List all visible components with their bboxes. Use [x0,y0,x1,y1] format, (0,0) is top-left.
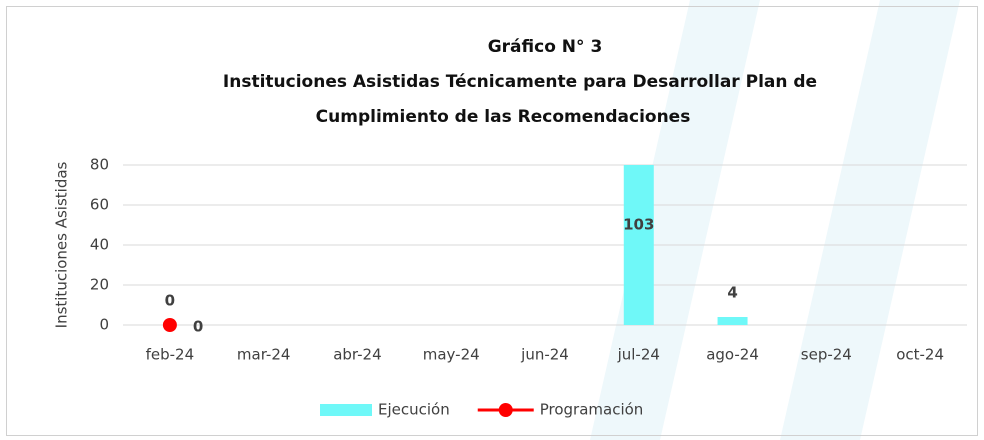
x-tick-label: ago-24 [706,346,759,364]
x-tick-label: oct-24 [896,346,944,364]
y-tick-label: 60 [90,196,109,214]
x-tick-label: jun-24 [520,346,569,364]
y-tick-label: 40 [90,236,109,254]
x-tick-label: feb-24 [146,346,195,364]
chart-title: Instituciones Asistidas Técnicamente par… [223,72,817,92]
x-tick-label: abr-24 [333,346,381,364]
x-tick-label: may-24 [423,346,480,364]
x-tick-label: mar-24 [237,346,291,364]
data-label: 0 [165,292,175,310]
data-label: 0 [193,318,203,336]
data-label: 4 [727,284,737,302]
bar [623,165,654,325]
y-tick-label: 80 [90,156,109,174]
legend-swatch [498,403,513,417]
x-tick-label: sep-24 [801,346,852,364]
chart-title: Cumplimiento de las Recomendaciones [316,107,691,127]
x-tick-label: jul-24 [617,346,660,364]
legend-label: Programación [540,401,644,419]
plot-area [623,165,748,325]
data-label: 103 [623,216,654,234]
legend-label: Ejecución [378,401,450,419]
y-axis-label: Instituciones Asistidas [53,161,71,328]
background-shape [780,0,960,440]
point [162,318,177,332]
y-tick-label: 20 [90,276,109,294]
chart-border [6,6,978,436]
bar [717,317,748,325]
y-tick-label: 0 [99,316,109,334]
background-shape [590,0,760,440]
chart-title: Gráfico N° 3 [488,37,603,57]
legend-swatch [320,404,372,416]
